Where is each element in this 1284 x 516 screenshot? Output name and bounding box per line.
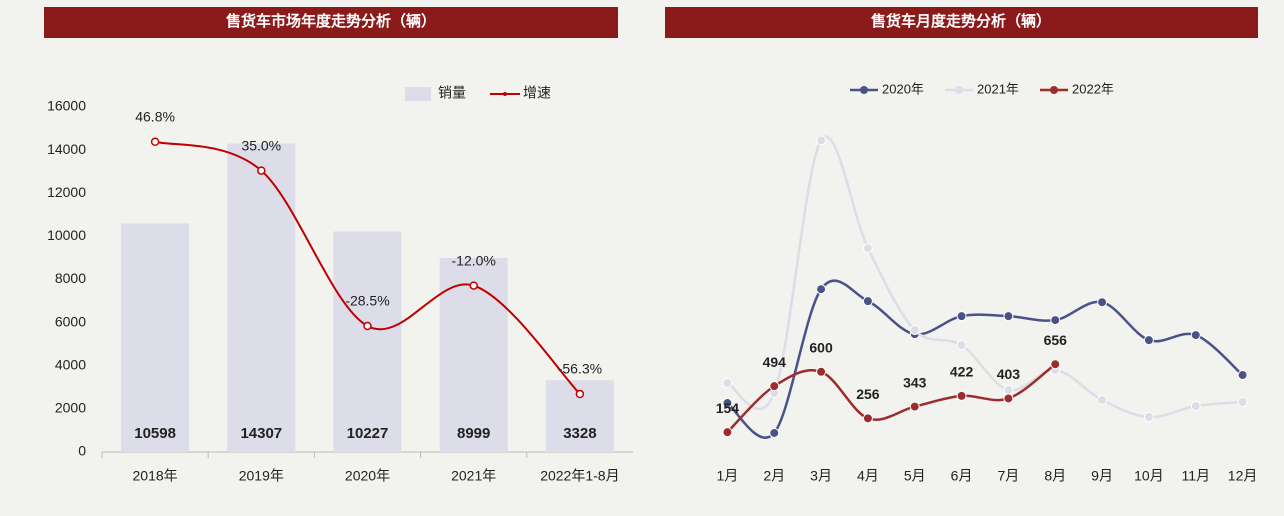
legend-label: 2020年: [882, 81, 924, 96]
point: [1237, 370, 1248, 381]
point: [1190, 330, 1201, 341]
point: [956, 340, 967, 351]
data-label: 422: [950, 364, 974, 380]
point: [769, 381, 780, 392]
point: [722, 378, 733, 389]
x-tick-label: 2018年: [133, 468, 178, 484]
bar: [439, 257, 508, 452]
legend-swatch: [955, 86, 963, 94]
point: [1237, 397, 1248, 408]
x-tick-label: 2022年1-8月: [540, 468, 619, 484]
point: [1097, 297, 1108, 308]
legend-label: 2022年: [1072, 81, 1114, 96]
point: [1003, 311, 1014, 322]
legend-label: 增速: [523, 85, 551, 101]
point: [363, 321, 372, 331]
y-tick-label: 16000: [47, 98, 86, 114]
legend-label: 2021年: [977, 81, 1019, 96]
y-tick-label: 10000: [47, 227, 86, 243]
x-tick-label: 2020年: [345, 468, 390, 484]
data-label: 10598: [134, 425, 176, 442]
data-label: 154: [716, 400, 740, 416]
x-tick-label: 7月: [998, 468, 1020, 484]
data-label: -56.3%: [558, 361, 602, 377]
point: [257, 166, 266, 175]
data-label: 3328: [563, 425, 596, 442]
bar: [121, 223, 190, 452]
data-label: 8999: [457, 425, 490, 442]
point: [1003, 385, 1014, 396]
x-tick-label: 2月: [763, 468, 785, 484]
legend-swatch: [503, 92, 507, 96]
point: [909, 401, 920, 412]
point: [816, 284, 827, 295]
x-tick-label: 6月: [951, 468, 973, 484]
y-tick-label: 4000: [55, 356, 86, 372]
point: [1190, 401, 1201, 412]
x-tick-label: 8月: [1044, 468, 1066, 484]
point: [575, 389, 585, 399]
data-label: -12.0%: [452, 252, 496, 268]
x-tick-label: 11月: [1181, 468, 1210, 484]
point: [862, 413, 873, 424]
point: [1050, 359, 1061, 370]
point: [956, 311, 967, 322]
point: [722, 398, 733, 409]
chart-title: 售货车市场年度走势分析（辆）: [226, 12, 436, 30]
x-tick-label: 1月: [717, 468, 739, 484]
data-label: 35.0%: [241, 137, 281, 153]
data-label: 10227: [347, 425, 389, 442]
y-tick-label: 12000: [47, 184, 86, 200]
x-tick-label: 10月: [1134, 468, 1164, 484]
legend-swatch: [1050, 86, 1058, 94]
y-tick-label: 8000: [55, 270, 86, 286]
legend-swatch: [860, 86, 868, 94]
data-label: 403: [997, 366, 1021, 382]
x-tick-label: 12月: [1228, 468, 1258, 484]
point: [1097, 395, 1108, 406]
x-tick-label: 2019年: [239, 468, 284, 484]
point: [862, 243, 873, 254]
chart-title: 售货车月度走势分析（辆）: [871, 12, 1051, 30]
point: [1143, 411, 1154, 422]
y-tick-label: 2000: [55, 400, 86, 416]
point: [150, 137, 160, 146]
x-tick-label: 5月: [904, 468, 926, 484]
point: [816, 366, 827, 377]
point: [909, 325, 920, 336]
point: [816, 135, 827, 146]
data-label: 494: [763, 354, 787, 370]
title-bar: [665, 7, 1258, 38]
title-bar: [44, 7, 618, 38]
point: [469, 281, 478, 290]
point: [1050, 315, 1061, 326]
legend-swatch: [405, 87, 431, 101]
x-tick-label: 2021年: [451, 468, 496, 484]
x-tick-label: 9月: [1091, 468, 1113, 484]
point: [722, 427, 733, 438]
y-tick-label: 0: [78, 443, 86, 459]
point: [956, 390, 967, 401]
data-label: 600: [809, 339, 833, 355]
data-label: -28.5%: [345, 293, 389, 309]
bar: [333, 231, 402, 452]
x-tick-label: 4月: [857, 468, 879, 484]
point: [862, 296, 873, 307]
point: [769, 427, 780, 438]
data-label: 656: [1044, 332, 1068, 348]
data-label: 343: [903, 374, 927, 390]
y-tick-label: 6000: [55, 313, 86, 329]
data-label: 46.8%: [135, 108, 175, 124]
bar: [227, 143, 296, 452]
point: [1143, 335, 1154, 346]
data-label: 256: [856, 386, 880, 402]
legend-label: 销量: [438, 85, 466, 101]
y-tick-label: 14000: [47, 141, 86, 157]
x-tick-label: 3月: [810, 468, 832, 484]
point: [1003, 393, 1014, 404]
data-label: 14307: [240, 425, 282, 442]
